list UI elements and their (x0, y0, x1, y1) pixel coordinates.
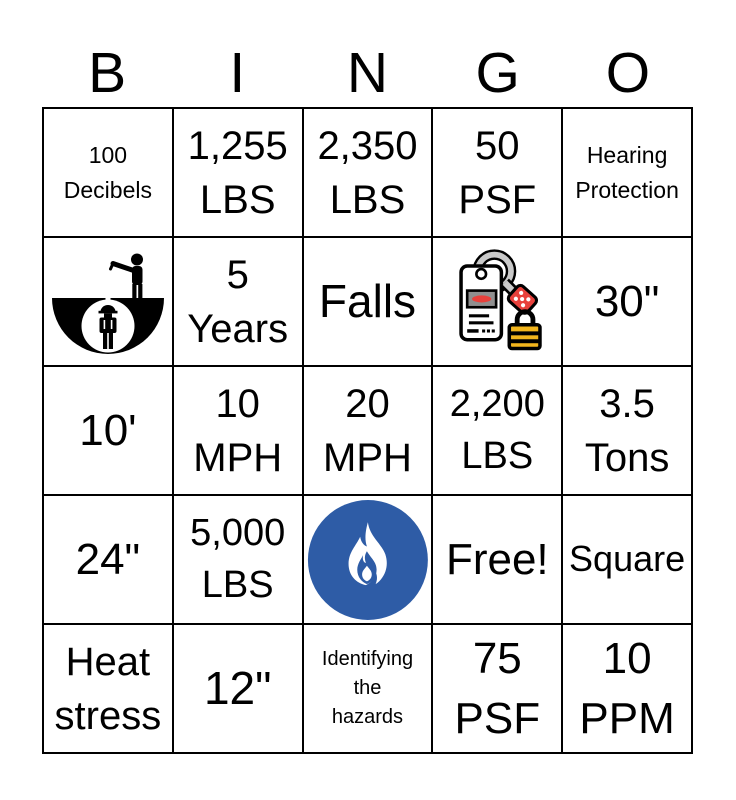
bingo-cell-r4c2[interactable]: 5,000 LBS (172, 495, 303, 624)
cell-text: Free! (445, 534, 549, 584)
cell-text: 10 MPH (193, 381, 283, 480)
bingo-cell-r2c3[interactable]: Falls (302, 237, 433, 366)
bingo-cell-r5c4[interactable]: 75 PSF (432, 624, 563, 753)
cell-text: 1,255 LBS (187, 123, 288, 222)
cell-text: Heat stress (54, 639, 162, 738)
bingo-cell-r5c1[interactable]: Heat stress (43, 624, 173, 753)
cell-text: 2,350 LBS (317, 123, 418, 222)
bingo-cell-r3c1[interactable]: 10' (43, 366, 173, 495)
bingo-cell-r3c2[interactable]: 10 MPH (172, 366, 303, 495)
bingo-title: B I N G O (42, 38, 693, 102)
bingo-cell-r3c5[interactable]: 3.5 Tons (562, 366, 692, 495)
cell-text: 75 PSF (454, 634, 541, 743)
bingo-cell-r4c4[interactable]: Free! (432, 495, 563, 624)
bingo-cell-r3c3[interactable]: 20 MPH (302, 366, 433, 495)
cell-text: 3.5 Tons (584, 381, 670, 480)
bingo-cell-r1c4[interactable]: 50 PSF (432, 108, 563, 237)
bingo-cell-r1c1[interactable]: 100 Decibels (43, 108, 173, 237)
bingo-letter-i: I (229, 41, 246, 105)
bingo-cell-r5c2[interactable]: 12" (172, 624, 303, 753)
cell-text: 5,000 LBS (190, 512, 286, 606)
bingo-cell-r1c2[interactable]: 1,255 LBS (172, 108, 303, 237)
bingo-cell-r2c2[interactable]: 5 Years (172, 237, 303, 366)
cell-text: 10' (79, 405, 137, 455)
cell-text: 30" (594, 276, 660, 326)
lockout-tagout-icon (459, 248, 543, 350)
bingo-cell-r4c5[interactable]: Square (562, 495, 692, 624)
bingo-letter-g: G (475, 41, 520, 105)
cell-text: 100 Decibels (63, 142, 152, 203)
cell-text: Square (569, 538, 686, 580)
cell-text: 10 PPM (579, 634, 675, 743)
bingo-cell-r2c5[interactable]: 30" (562, 237, 692, 366)
bingo-cell-r2c1[interactable] (43, 237, 173, 366)
cell-text: 24" (75, 534, 141, 584)
bingo-cell-r5c3[interactable]: Identifying the hazards (302, 624, 433, 753)
bingo-letter-b: B (88, 41, 127, 105)
cell-text: 20 MPH (323, 381, 412, 480)
cell-text: Identifying the hazards (321, 648, 414, 728)
bingo-cell-r1c5[interactable]: Hearing Protection (562, 108, 692, 237)
cell-text: 12" (203, 662, 272, 715)
bingo-cell-r2c4[interactable] (432, 237, 563, 366)
cell-text: Hearing Protection (575, 142, 679, 203)
flame-icon (307, 499, 428, 620)
bingo-cell-r3c4[interactable]: 2,200 LBS (432, 366, 563, 495)
bingo-letter-n: N (346, 41, 389, 105)
bingo-cell-r4c1[interactable]: 24" (43, 495, 173, 624)
confined-space-icon (51, 253, 164, 354)
bingo-letter-o: O (605, 41, 651, 105)
bingo-cell-r5c5[interactable]: 10 PPM (562, 624, 692, 753)
cell-text: Falls (318, 275, 417, 328)
cell-text: 5 Years (187, 252, 289, 351)
cell-text: 2,200 LBS (449, 383, 545, 477)
bingo-board: 100 Decibels 1,255 LBS 2,350 LBS 50 PSF … (42, 107, 693, 754)
bingo-cell-r4c3[interactable] (302, 495, 433, 624)
cell-text: 50 PSF (458, 123, 537, 222)
bingo-cell-r1c3[interactable]: 2,350 LBS (302, 108, 433, 237)
